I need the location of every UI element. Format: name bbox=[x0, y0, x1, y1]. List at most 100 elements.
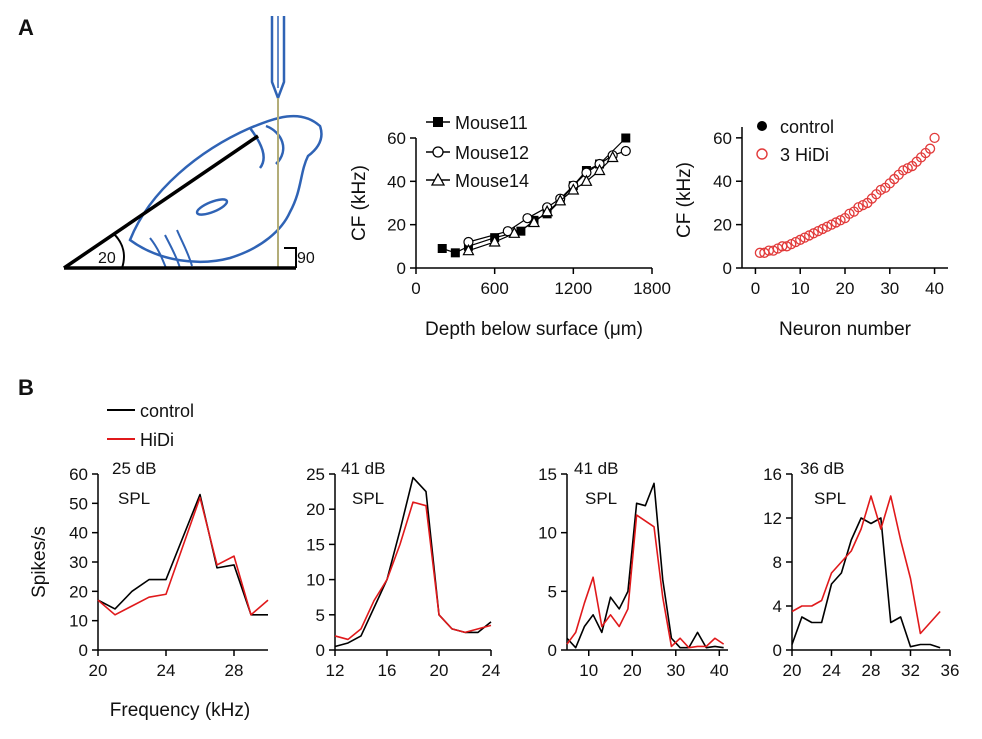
x-tick-label: 30 bbox=[666, 661, 685, 680]
y-tick-label: 20 bbox=[713, 216, 732, 235]
x-tick-label: 20 bbox=[430, 661, 449, 680]
x-tick-label: 10 bbox=[791, 279, 810, 298]
y-tick-label: 8 bbox=[773, 553, 782, 572]
y-tick-label: 10 bbox=[306, 571, 325, 590]
y-tick-label: 5 bbox=[548, 582, 557, 601]
series-line-mouse14 bbox=[468, 157, 614, 252]
series-line-hidi bbox=[791, 495, 941, 635]
legend-control-label: control bbox=[140, 401, 194, 421]
y-tick-label: 60 bbox=[713, 129, 732, 148]
x-axis-label: Depth below surface (μm) bbox=[425, 319, 643, 340]
data-marks bbox=[754, 132, 940, 258]
y-tick-label: 0 bbox=[79, 641, 88, 660]
series-line-hidi bbox=[566, 514, 725, 649]
data-point-mouse14 bbox=[528, 215, 540, 228]
y-tick-label: 0 bbox=[723, 259, 732, 278]
series-line-hidi bbox=[334, 501, 492, 641]
y-tick-label: 40 bbox=[713, 172, 732, 191]
spl-annotation: SPL bbox=[585, 489, 617, 508]
level-annotation: 41 dB bbox=[341, 459, 385, 478]
data-point-hidi bbox=[929, 132, 940, 143]
x-tick-label: 10 bbox=[579, 661, 598, 680]
whisker-line bbox=[164, 234, 181, 269]
axis-ticks: 20 24 28 32 36 0 4 8 12 16 bbox=[763, 465, 959, 680]
x-tick-label: 20 bbox=[783, 661, 802, 680]
x-tick-label: 1200 bbox=[554, 279, 592, 298]
series-line-mouse12 bbox=[468, 150, 626, 243]
y-tick-label: 20 bbox=[69, 582, 88, 601]
legend-b: control HiDi bbox=[107, 401, 194, 450]
y-tick-label: 16 bbox=[763, 465, 782, 484]
x-tick-label: 20 bbox=[836, 279, 855, 298]
y-tick-label: 12 bbox=[763, 509, 782, 528]
x-tick-label: 12 bbox=[326, 661, 345, 680]
series-line-control bbox=[791, 517, 941, 649]
spl-annotation: SPL bbox=[352, 489, 384, 508]
ear-inner-outline bbox=[265, 124, 285, 165]
angle-line bbox=[63, 134, 259, 270]
y-tick-label: 30 bbox=[69, 553, 88, 572]
data-point-mouse14 bbox=[554, 194, 567, 206]
axis-ticks: 10 20 30 40 0 5 10 15 bbox=[538, 465, 729, 680]
axis-ticks: 20 24 28 0 10 20 30 40 50 60 bbox=[69, 465, 243, 680]
series-line-control bbox=[97, 493, 268, 616]
y-tick-label: 20 bbox=[387, 216, 406, 235]
legend-triangle-icon bbox=[430, 172, 446, 186]
tuning-curve-3: 10 20 30 40 0 5 10 15 41 dB SPL bbox=[538, 459, 729, 680]
data-point-mouse14 bbox=[606, 150, 619, 163]
y-tick-label: 40 bbox=[387, 172, 406, 191]
x-tick-label: 30 bbox=[880, 279, 899, 298]
x-tick-label: 24 bbox=[157, 661, 176, 680]
data-point-mouse11 bbox=[621, 133, 631, 143]
level-annotation: 25 dB bbox=[112, 459, 156, 478]
y-tick-label: 40 bbox=[69, 524, 88, 543]
x-tick-label: 36 bbox=[941, 661, 960, 680]
x-tick-label: 0 bbox=[411, 279, 420, 298]
legend-hidi-label: HiDi bbox=[140, 430, 174, 450]
legend: control 3 HiDi bbox=[756, 117, 834, 165]
x-tick-label: 28 bbox=[862, 661, 881, 680]
data-point-hidi bbox=[924, 143, 936, 154]
tuning-curve-1: 20 24 28 0 10 20 30 40 50 60 25 dB SPL Frequency … bbox=[29, 459, 269, 721]
x-tick-label: 40 bbox=[710, 661, 729, 680]
axis-ticks: 0 600 1200 1800 0 20 40 60 bbox=[387, 129, 671, 298]
x-axis-label: Neuron number bbox=[779, 319, 912, 340]
x-tick-label: 0 bbox=[751, 279, 760, 298]
panel-label-b: B bbox=[18, 375, 34, 400]
data-lines bbox=[97, 493, 269, 616]
y-tick-label: 0 bbox=[548, 641, 557, 660]
data-point-mouse14 bbox=[593, 163, 606, 176]
x-tick-label: 24 bbox=[482, 661, 501, 680]
y-tick-label: 15 bbox=[538, 465, 557, 484]
y-tick-label: 10 bbox=[69, 612, 88, 631]
data-marks bbox=[437, 133, 631, 258]
ear-outline bbox=[248, 127, 265, 169]
mouse-head-outline bbox=[128, 114, 323, 263]
y-tick-label: 0 bbox=[773, 641, 782, 660]
x-tick-label: 20 bbox=[623, 661, 642, 680]
axis-ticks: 0 10 20 30 40 0 20 40 60 bbox=[713, 129, 944, 298]
y-axis-label: CF (kHz) bbox=[674, 162, 695, 238]
level-annotation: 36 dB bbox=[800, 459, 844, 478]
whisker-line bbox=[149, 237, 167, 269]
x-tick-label: 32 bbox=[901, 661, 920, 680]
spl-annotation: SPL bbox=[118, 489, 150, 508]
data-point-mouse12 bbox=[620, 145, 631, 157]
axis-ticks: 12 16 20 24 0 5 10 15 20 25 bbox=[306, 465, 500, 680]
panel-label-a: A bbox=[18, 15, 34, 40]
right-angle-mark bbox=[284, 247, 297, 268]
y-tick-label: 50 bbox=[69, 494, 88, 513]
recording-schematic: 20 90 bbox=[63, 16, 323, 270]
data-point-mouse11 bbox=[437, 244, 447, 253]
series-line-hidi bbox=[97, 496, 269, 616]
x-tick-label: 600 bbox=[480, 279, 508, 298]
tuning-curve-2: 12 16 20 24 0 5 10 15 20 25 41 dB SPL bbox=[306, 459, 500, 680]
x-tick-label: 24 bbox=[822, 661, 841, 680]
data-point-mouse14 bbox=[462, 243, 475, 256]
y-tick-label: 5 bbox=[316, 606, 325, 625]
data-point-mouse14 bbox=[580, 174, 593, 186]
x-tick-label: 16 bbox=[378, 661, 397, 680]
y-tick-label: 4 bbox=[773, 597, 782, 616]
y-tick-label: 60 bbox=[69, 465, 88, 484]
